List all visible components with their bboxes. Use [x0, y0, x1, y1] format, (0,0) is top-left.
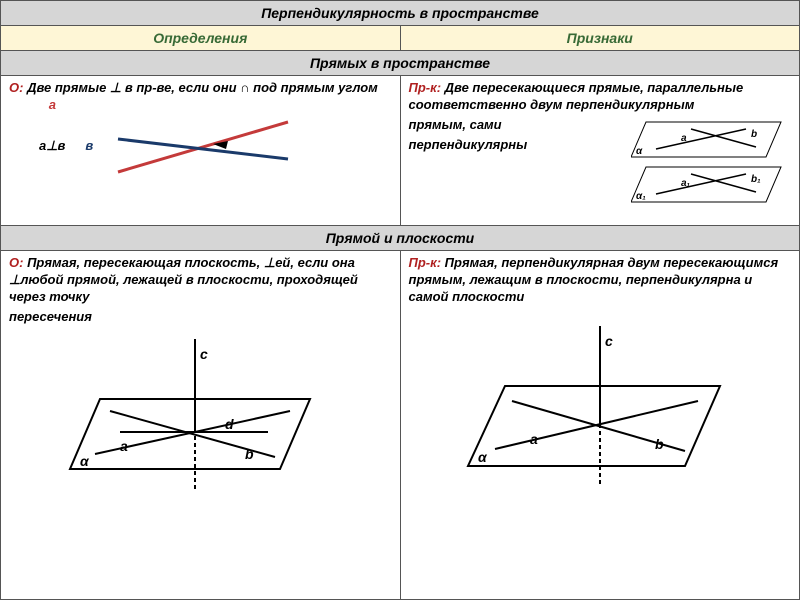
lbl-d: d	[225, 416, 234, 432]
def2-prefix: О:	[9, 255, 23, 270]
lbl-alpha: α	[636, 146, 643, 157]
lbl-b2: b	[245, 446, 254, 462]
plane-top	[631, 122, 781, 157]
sec2-def-text: Прямая, пересекающая плоскость, ⊥ей, есл…	[9, 255, 358, 304]
sign-prefix: Пр-к:	[409, 80, 442, 95]
sec2-sign-cell: Пр-к: Прямая, перпендикулярная двум пере…	[400, 251, 800, 600]
sign2-prefix: Пр-к:	[409, 255, 442, 270]
sec1-sign-text2: прямым, сами	[409, 117, 624, 134]
line-b	[118, 139, 288, 159]
sec1-sign-text: Две пересекающиеся прямые, параллельные …	[409, 80, 744, 112]
geometry-table: Перпендикулярность в пространстве Опреде…	[0, 0, 800, 600]
col-definitions: Определения	[1, 26, 401, 51]
sec1-sign-cell: Пр-к: Две пересекающиеся прямые, паралле…	[400, 76, 800, 226]
lbl-a1: a₁	[681, 178, 691, 189]
lbl-c-sign: c	[605, 333, 613, 349]
crossed-lines-diagram	[113, 117, 293, 177]
sec1-def-text: Две прямые ⊥ в пр-ве, если они ∩ под пря…	[27, 80, 378, 95]
sec1-formula: а⊥в	[39, 138, 65, 155]
section1-header: Прямых в пространстве	[1, 51, 800, 76]
plane-perp-diagram: c d a b α	[50, 329, 350, 489]
lbl-alpha2: α	[80, 453, 90, 469]
sec1-sign-text3: перпендикулярны	[409, 137, 624, 154]
lbl-a-sign: a	[530, 431, 538, 447]
section2-header: Прямой и плоскости	[1, 226, 800, 251]
sec2-definition-cell: О: Прямая, пересекающая плоскость, ⊥ей, …	[1, 251, 401, 600]
lbl-b-sign: b	[655, 436, 664, 452]
sec1-definition-cell: О: Две прямые ⊥ в пр-ве, если они ∩ под …	[1, 76, 401, 226]
lbl-c: c	[200, 346, 208, 362]
label-a-top: а	[49, 97, 56, 112]
col-signs: Признаки	[400, 26, 800, 51]
label-b-left: в	[85, 138, 93, 155]
plane-perp-sign-diagram: c a b α	[450, 316, 750, 486]
main-title: Перпендикулярность в пространстве	[1, 1, 800, 26]
lbl-alpha-sign: α	[478, 449, 488, 465]
lbl-b: b	[751, 129, 757, 140]
line-b-top	[691, 129, 756, 147]
def-prefix: О:	[9, 80, 23, 95]
sec2-def-text2: пересечения	[9, 309, 392, 326]
lbl-alpha1: α₁	[636, 191, 646, 202]
lbl-b1: b₁	[751, 174, 761, 185]
lbl-a: a	[681, 133, 687, 144]
line-a	[118, 122, 288, 172]
parallel-planes-diagram: a b α a₁ b₁ α₁	[631, 117, 791, 212]
line-b1	[691, 174, 756, 192]
lbl-a2: a	[120, 438, 128, 454]
sec2-sign-text: Прямая, перпендикулярная двум пересекающ…	[409, 255, 779, 304]
